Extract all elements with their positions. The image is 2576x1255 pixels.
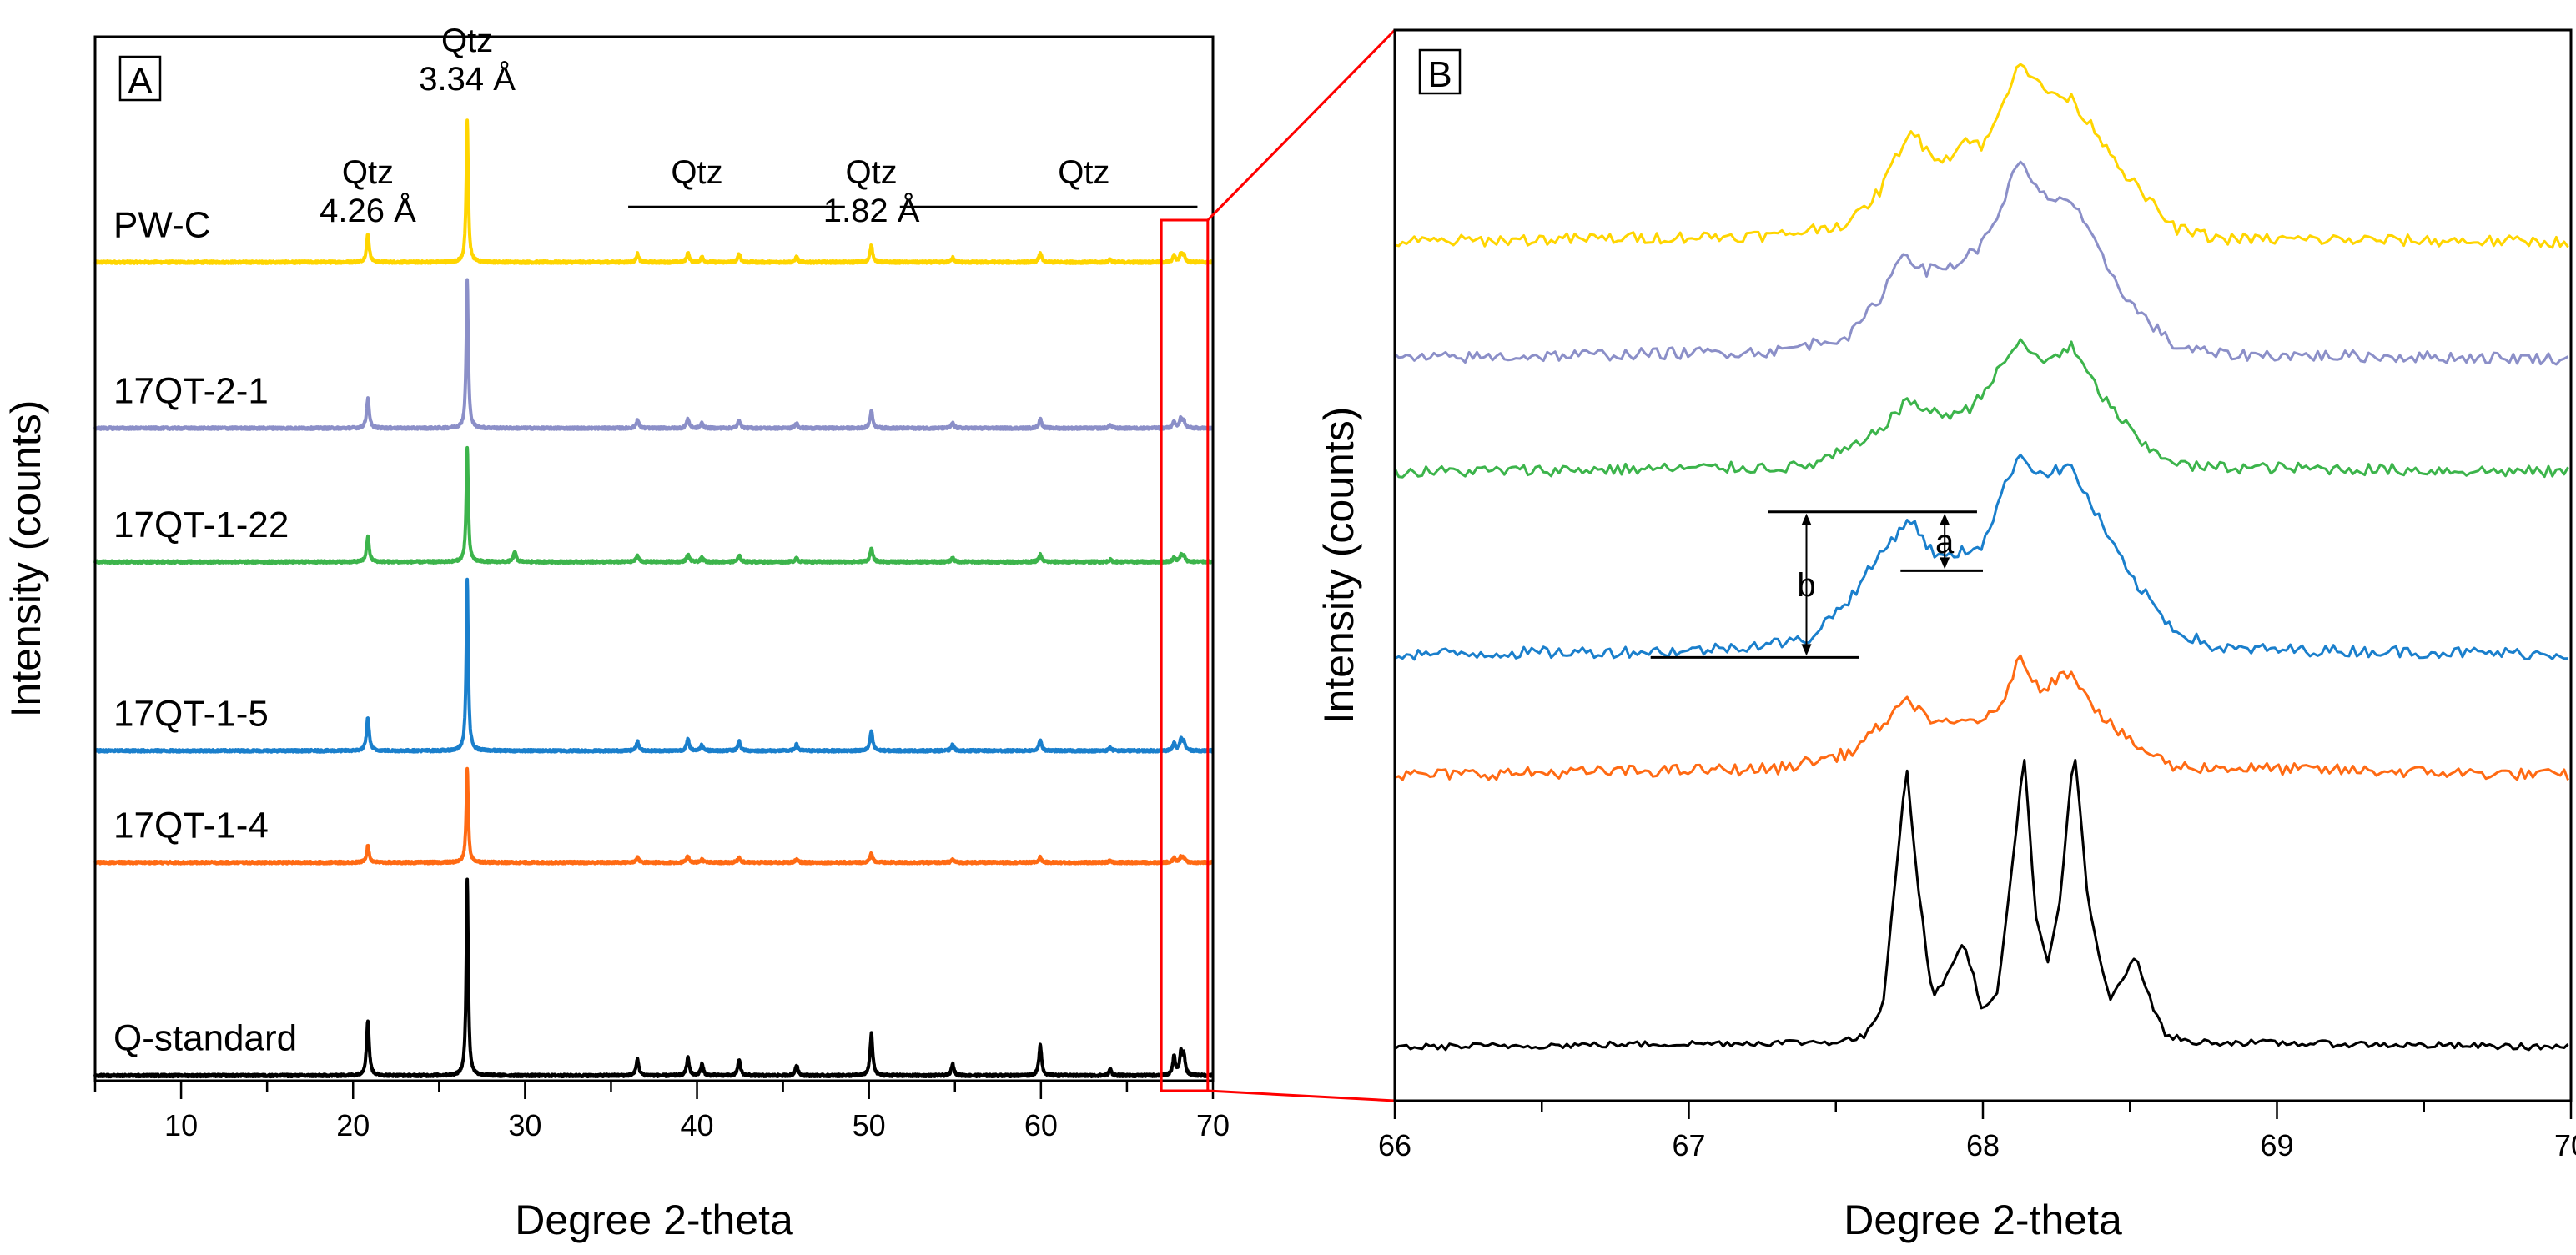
x-tick-label: 70	[2554, 1128, 2576, 1162]
x-tick-label: 70	[1196, 1108, 1230, 1142]
y-axis-title: Intensity (counts)	[3, 400, 49, 718]
x-tick-label: 69	[2260, 1128, 2293, 1162]
peak-annotation: 4.26 Å	[319, 192, 416, 229]
peak-annotation: 3.34 Å	[419, 60, 516, 98]
x-tick-label: 60	[1024, 1108, 1058, 1142]
series-line-pw-c	[93, 118, 1215, 265]
zoom-region-box	[1160, 218, 1210, 1092]
series-label: PW-C	[113, 204, 211, 245]
series-line-17qt-1-22	[93, 445, 1215, 565]
panel-letter: B	[1427, 54, 1452, 95]
arrow-head-up-icon	[1940, 513, 1950, 525]
plot-frame-b	[1393, 28, 2573, 1102]
zoom-connector-line	[1207, 1089, 1396, 1102]
series-line-17qt-2-1	[93, 278, 1215, 431]
series-label: 17QT-1-4	[113, 805, 269, 846]
x-tick-label: 67	[1672, 1128, 1705, 1162]
peak-annotation: Qtz	[342, 154, 394, 191]
series-line-q-standard	[93, 877, 1215, 1079]
series-line-q-standard	[1394, 758, 2569, 1052]
zoom-connector-line	[1206, 28, 1396, 222]
series-label: Q-standard	[113, 1018, 297, 1059]
peak-annotation: 1.82 Å	[823, 192, 920, 229]
series-line-17qt-1-5	[1394, 454, 2568, 661]
x-tick-label: 30	[508, 1108, 541, 1142]
x-axis-title: Degree 2-theta	[515, 1197, 793, 1243]
x-tick-label: 20	[336, 1108, 370, 1142]
x-tick-label: 50	[853, 1108, 886, 1142]
peak-annotation: Qtz	[845, 154, 897, 191]
arrow-head-up-icon	[1801, 513, 1812, 525]
series-line-17qt-1-22	[1393, 338, 2569, 479]
peak-annotation: Qtz	[441, 23, 493, 59]
x-tick-label: 40	[681, 1108, 714, 1142]
series-line-17qt-2-1	[1393, 160, 2569, 366]
y-axis-title: Intensity (counts)	[1316, 407, 1362, 725]
series-line-17qt-1-4	[93, 766, 1215, 866]
arrow-head-down-icon	[1940, 557, 1950, 570]
series-line-pw-c	[1394, 63, 2569, 249]
panel-letter-box	[118, 55, 162, 102]
plot-frame-a	[93, 35, 1215, 1082]
x-tick-label: 10	[164, 1108, 198, 1142]
measure-label: a	[1935, 524, 1955, 560]
panel-letter-box	[1418, 48, 1462, 95]
x-tick-label: 66	[1378, 1128, 1411, 1162]
series-label: 17QT-2-1	[113, 371, 269, 412]
measure-label: b	[1797, 567, 1815, 604]
arrow-head-down-icon	[1801, 644, 1812, 656]
peak-annotation: Qtz	[671, 154, 722, 191]
x-tick-label: 68	[1966, 1128, 2000, 1162]
series-line-17qt-1-4	[1394, 654, 2569, 781]
series-line-17qt-1-5	[93, 577, 1215, 754]
peak-annotation: Qtz	[1058, 154, 1109, 191]
x-axis-title: Degree 2-theta	[1844, 1197, 2122, 1243]
series-label: 17QT-1-5	[113, 693, 269, 734]
panel-letter: A	[128, 61, 153, 102]
series-label: 17QT-1-22	[113, 505, 289, 545]
